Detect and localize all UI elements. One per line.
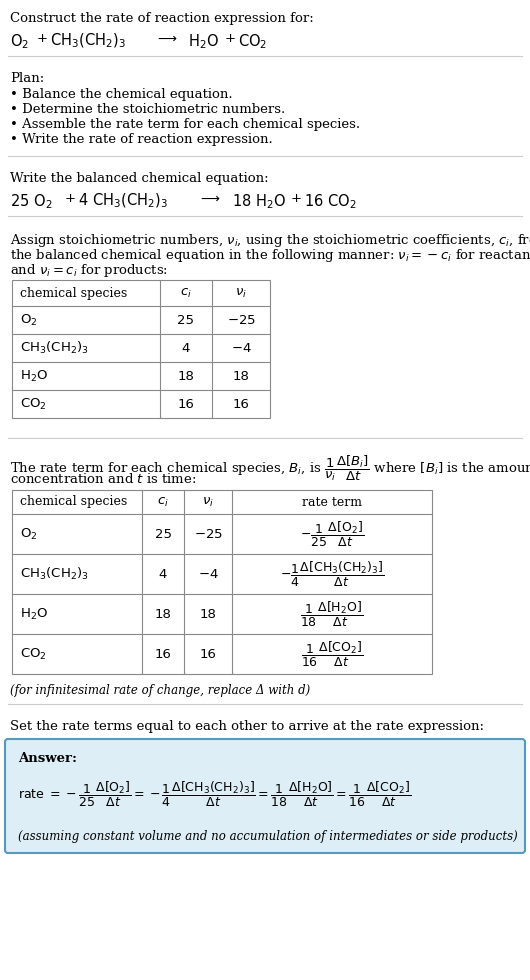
Text: $\mathrm{H_2O}$: $\mathrm{H_2O}$ [188, 32, 219, 51]
Text: $\nu_i$: $\nu_i$ [202, 496, 214, 509]
Text: $-4$: $-4$ [198, 567, 218, 580]
Text: $-4$: $-4$ [231, 341, 251, 355]
Text: $+$: $+$ [64, 192, 76, 205]
Text: 16: 16 [178, 398, 195, 411]
Text: $\mathrm{H_2O}$: $\mathrm{H_2O}$ [20, 368, 48, 383]
Text: 25: 25 [155, 527, 172, 541]
Text: 18: 18 [200, 608, 216, 620]
Text: $-\dfrac{1}{4}\dfrac{\Delta[\mathrm{CH_3(CH_2)_3}]}{\Delta t}$: $-\dfrac{1}{4}\dfrac{\Delta[\mathrm{CH_3… [280, 560, 384, 589]
Text: Plan:: Plan: [10, 72, 44, 85]
Text: 16: 16 [200, 648, 216, 661]
Text: $+$: $+$ [290, 192, 302, 205]
Text: rate $= -\dfrac{1}{25}\dfrac{\Delta[\mathrm{O_2}]}{\Delta t}$$ = -\dfrac{1}{4}\d: rate $= -\dfrac{1}{25}\dfrac{\Delta[\mat… [18, 779, 411, 808]
Bar [12, 490, 432, 674]
Text: 18: 18 [233, 369, 250, 382]
Bar [12, 280, 270, 418]
Text: $+$: $+$ [36, 32, 48, 45]
Text: $\mathrm{CO_2}$: $\mathrm{CO_2}$ [20, 397, 47, 412]
Text: Set the rate terms equal to each other to arrive at the rate expression:: Set the rate terms equal to each other t… [10, 720, 484, 733]
Text: $\mathrm{CH_3(CH_2)_3}$: $\mathrm{CH_3(CH_2)_3}$ [50, 32, 126, 50]
Text: (assuming constant volume and no accumulation of intermediates or side products): (assuming constant volume and no accumul… [18, 829, 518, 843]
Text: $\mathrm{CO_2}$: $\mathrm{CO_2}$ [20, 647, 47, 662]
Text: $\mathrm{CH_3(CH_2)_3}$: $\mathrm{CH_3(CH_2)_3}$ [20, 340, 89, 356]
Text: (for infinitesimal rate of change, replace Δ with d): (for infinitesimal rate of change, repla… [10, 684, 310, 697]
Text: • Write the rate of reaction expression.: • Write the rate of reaction expression. [10, 133, 273, 146]
Text: chemical species: chemical species [20, 496, 127, 509]
Text: chemical species: chemical species [20, 286, 127, 300]
Text: $+$: $+$ [224, 32, 236, 45]
Text: 18: 18 [155, 608, 171, 620]
Text: • Balance the chemical equation.: • Balance the chemical equation. [10, 88, 233, 101]
Text: $\longrightarrow$: $\longrightarrow$ [198, 192, 221, 205]
Text: $18\ \mathrm{H_2O}$: $18\ \mathrm{H_2O}$ [232, 192, 286, 211]
Text: $\mathrm{H_2O}$: $\mathrm{H_2O}$ [20, 607, 48, 621]
Text: Answer:: Answer: [18, 752, 77, 765]
Text: 4: 4 [182, 341, 190, 355]
Text: $-\dfrac{1}{25}\dfrac{\Delta[\mathrm{O_2}]}{\Delta t}$: $-\dfrac{1}{25}\dfrac{\Delta[\mathrm{O_2… [300, 519, 364, 549]
Text: $-25$: $-25$ [193, 527, 223, 541]
Text: • Determine the stoichiometric numbers.: • Determine the stoichiometric numbers. [10, 103, 285, 116]
Text: $\mathrm{O_2}$: $\mathrm{O_2}$ [10, 32, 29, 51]
Text: • Assemble the rate term for each chemical species.: • Assemble the rate term for each chemic… [10, 118, 360, 131]
Text: 16: 16 [155, 648, 171, 661]
Text: $\mathrm{CH_3(CH_2)_3}$: $\mathrm{CH_3(CH_2)_3}$ [20, 565, 89, 582]
Text: The rate term for each chemical species, $B_i$, is $\dfrac{1}{\nu_i}\dfrac{\Delt: The rate term for each chemical species,… [10, 454, 530, 483]
Text: $\dfrac{1}{16}\dfrac{\Delta[\mathrm{CO_2}]}{\Delta t}$: $\dfrac{1}{16}\dfrac{\Delta[\mathrm{CO_2… [301, 640, 363, 668]
Text: $\mathrm{O_2}$: $\mathrm{O_2}$ [20, 526, 38, 542]
Text: $\longrightarrow$: $\longrightarrow$ [155, 32, 178, 45]
Text: the balanced chemical equation in the following manner: $\nu_i = -c_i$ for react: the balanced chemical equation in the fo… [10, 247, 530, 264]
Text: 18: 18 [178, 369, 195, 382]
Text: $4\ \mathrm{CH_3(CH_2)_3}$: $4\ \mathrm{CH_3(CH_2)_3}$ [78, 192, 168, 211]
Text: concentration and $t$ is time:: concentration and $t$ is time: [10, 472, 197, 486]
Text: $25\ \mathrm{O_2}$: $25\ \mathrm{O_2}$ [10, 192, 52, 211]
Text: $-25$: $-25$ [226, 314, 255, 326]
Text: $\mathrm{O_2}$: $\mathrm{O_2}$ [20, 313, 38, 327]
FancyBboxPatch shape [5, 739, 525, 853]
Text: Write the balanced chemical equation:: Write the balanced chemical equation: [10, 172, 269, 185]
Text: Construct the rate of reaction expression for:: Construct the rate of reaction expressio… [10, 12, 314, 25]
Text: $\mathrm{CO_2}$: $\mathrm{CO_2}$ [238, 32, 267, 51]
Text: 25: 25 [178, 314, 195, 326]
Text: $c_i$: $c_i$ [157, 496, 169, 509]
Text: and $\nu_i = c_i$ for products:: and $\nu_i = c_i$ for products: [10, 262, 168, 279]
Text: Assign stoichiometric numbers, $\nu_i$, using the stoichiometric coefficients, $: Assign stoichiometric numbers, $\nu_i$, … [10, 232, 530, 249]
Text: $\dfrac{1}{18}\dfrac{\Delta[\mathrm{H_2O}]}{\Delta t}$: $\dfrac{1}{18}\dfrac{\Delta[\mathrm{H_2O… [301, 600, 364, 628]
Text: $\nu_i$: $\nu_i$ [235, 286, 247, 300]
Text: $c_i$: $c_i$ [180, 286, 192, 300]
Text: rate term: rate term [302, 496, 362, 509]
Text: 16: 16 [233, 398, 250, 411]
Text: 4: 4 [159, 567, 167, 580]
Text: $16\ \mathrm{CO_2}$: $16\ \mathrm{CO_2}$ [304, 192, 357, 211]
